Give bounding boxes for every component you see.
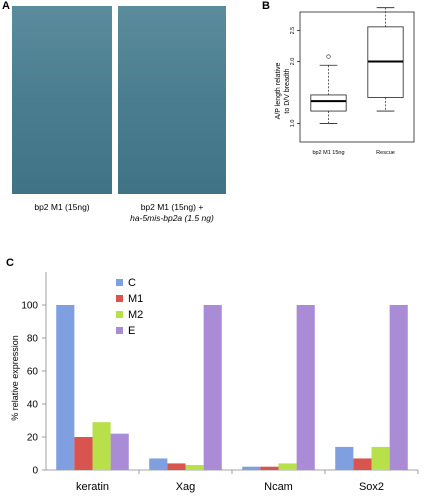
caption-left: bp2 M1 (15ng) — [34, 202, 90, 212]
bar-chart-ytick-label: 60 — [27, 367, 39, 378]
legend-swatch-m2 — [116, 311, 123, 318]
legend-swatch-c — [116, 279, 123, 286]
bar-keratin-c — [56, 305, 75, 470]
boxplot-outlier — [326, 54, 331, 59]
boxplot-ytick-label: 2.0 — [290, 58, 296, 66]
legend-label-e: E — [128, 325, 135, 337]
bar-ncam-c — [242, 466, 261, 470]
bar-chart-category-label: Ncam — [264, 481, 293, 493]
legend-label-c: C — [128, 277, 136, 289]
bar-sox2-c — [335, 446, 354, 470]
boxplot-frame — [299, 11, 415, 143]
bar-chart: % relative expression 0 20 40 60 80 100 kerat… — [10, 272, 419, 493]
bar-xag-c — [149, 458, 168, 470]
embryo-photo-left — [12, 6, 112, 194]
bar-chart-legend: C M1 M2 E — [116, 277, 143, 337]
boxplot-ytick-label: 2.5 — [290, 27, 296, 35]
boxplot-box-1 — [367, 7, 404, 112]
bar-chart-ytick-label: 0 — [32, 466, 38, 477]
boxplot-category-label: bp2 M1 15ng — [312, 150, 344, 156]
panel-label-a: A — [2, 0, 10, 12]
boxplot-iqr-box — [310, 94, 347, 112]
bar-keratin-m2 — [92, 422, 111, 470]
bar-chart-ytick-label: 80 — [27, 334, 39, 345]
bar-ncam-m1 — [260, 466, 279, 470]
bar-chart-ytick-label: 20 — [27, 433, 39, 444]
bar-xag-m2 — [185, 465, 204, 470]
bar-chart-ytick-label: 100 — [21, 301, 38, 312]
bar-ncam-e — [296, 305, 315, 470]
bar-keratin-e — [110, 433, 129, 470]
boxplot-ylabel-line1: A/P length relative — [275, 63, 282, 120]
bar-xag-m1 — [167, 463, 186, 470]
legend-label-m1: M1 — [128, 293, 143, 305]
boxplot-y-axis: 1.0 2.0 2.5 — [290, 27, 300, 128]
legend-swatch-m1 — [116, 295, 123, 302]
bar-chart-category-label: Xag — [176, 481, 196, 493]
bar-chart-ytick-label: 40 — [27, 400, 39, 411]
panel-label-b: B — [262, 0, 270, 12]
boxplot-box-0 — [310, 54, 347, 124]
bar-xag-e — [203, 305, 222, 470]
bar-chart-x-axis: keratin Xag Ncam Sox2 — [76, 470, 419, 493]
bar-keratin-m1 — [74, 437, 93, 470]
bar-sox2-m2 — [371, 446, 390, 470]
caption-right-line2: ha-5mis-bp2a (1.5 ng) — [112, 213, 232, 224]
bar-chart-category-label: Sox2 — [359, 481, 384, 493]
bar-chart-ylabel: % relative expression — [10, 335, 20, 421]
boxplot-x-axis: bp2 M1 15ng Rescue — [312, 150, 394, 156]
bar-chart-bars — [56, 305, 408, 470]
bar-sox2-e — [389, 305, 408, 470]
legend-swatch-e — [116, 327, 123, 334]
caption-right: bp2 M1 (15ng) + ha-5mis-bp2a (1.5 ng) — [112, 202, 232, 223]
boxplot-ytick-label: 1.0 — [290, 120, 296, 128]
bar-sox2-m1 — [353, 458, 372, 470]
boxplot-boxes — [310, 7, 404, 124]
bar-ncam-m2 — [278, 463, 297, 470]
panel-label-c: C — [6, 257, 14, 269]
embryo-photo-right — [118, 6, 226, 194]
boxplot-category-label: Rescue — [376, 150, 395, 156]
legend-label-m2: M2 — [128, 309, 143, 321]
caption-right-line1: bp2 M1 (15ng) + — [140, 202, 204, 212]
boxplot-ylabel-line2: to D/V breadth — [284, 68, 291, 113]
boxplot-chart: A/P length relative to D/V breadth 1.0 2.… — [275, 7, 415, 156]
caption-right-italic: ha-5mis-bp2a (1.5 ng) — [130, 212, 214, 223]
bar-chart-category-label: keratin — [76, 481, 109, 493]
